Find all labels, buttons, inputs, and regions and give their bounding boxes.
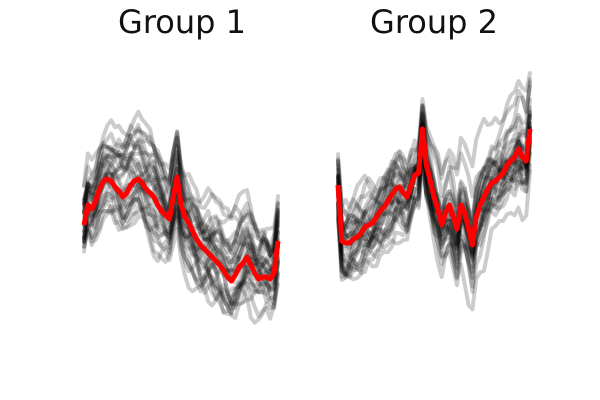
individual-series-line <box>82 165 280 295</box>
chart-plot-group-1 <box>81 109 281 325</box>
individual-series-line <box>336 77 532 217</box>
individual-series-line <box>82 131 280 258</box>
individual-series-line <box>82 157 280 314</box>
individual-series-line <box>336 97 532 251</box>
chart-title: Group 1 <box>118 3 246 41</box>
individual-series-line <box>336 126 532 277</box>
individual-series-line <box>82 109 280 266</box>
individual-series-line <box>82 150 280 281</box>
individual-series-line <box>82 150 280 320</box>
individual-series-line <box>336 139 532 288</box>
individual-series-line <box>336 97 532 241</box>
individual-series-line <box>82 164 280 315</box>
individual-series-line <box>82 199 280 311</box>
mean-series-line <box>81 174 281 284</box>
individual-series-line <box>336 151 532 274</box>
individual-series-line <box>336 105 532 280</box>
individual-series-line <box>82 203 280 308</box>
individual-series-line <box>336 142 532 312</box>
individual-series-line <box>82 190 280 321</box>
chart-title: Group 2 <box>370 3 498 41</box>
chart-panel-group-2: Group 2 <box>324 0 544 400</box>
chart-panel-group-1: Group 1 <box>72 0 292 400</box>
individual-series-line <box>336 104 532 280</box>
individual-series-line <box>336 121 532 281</box>
individual-series-line <box>82 118 280 272</box>
individual-series-line <box>82 122 280 257</box>
individual-series-line <box>336 80 532 251</box>
individual-series-line <box>336 136 532 279</box>
individual-series-line <box>336 122 532 271</box>
individual-series-line <box>82 196 280 294</box>
individual-series-line <box>336 111 532 256</box>
individual-series-line <box>82 123 280 255</box>
chart-plot-group-2 <box>335 71 533 312</box>
individual-series-line <box>82 178 280 325</box>
individual-series-line <box>82 129 280 268</box>
individual-series-line <box>336 110 532 280</box>
mean-series-line <box>335 126 533 248</box>
